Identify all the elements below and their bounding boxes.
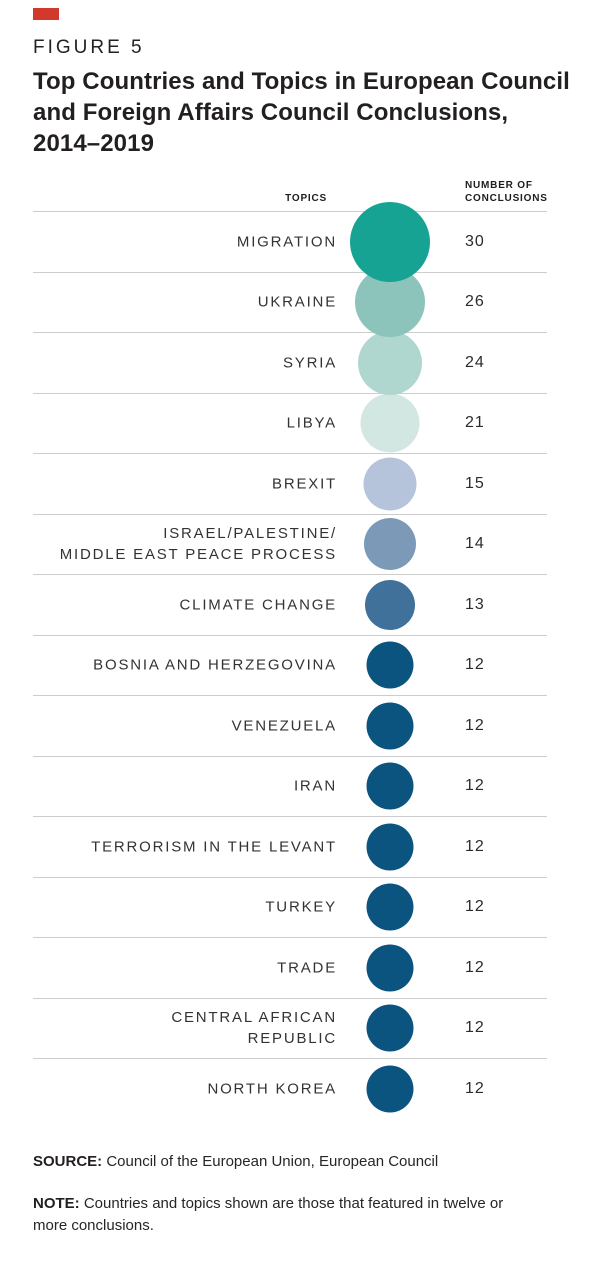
conclusions-count: 15 (465, 474, 485, 492)
table-row: CENTRAL AFRICAN REPUBLIC 12 (33, 997, 547, 1059)
topic-label: ISRAEL/PALESTINE/MIDDLE EAST PEACE PROCE… (59, 525, 337, 564)
topic-label: SYRIA (282, 354, 337, 372)
topic-label: TURKEY (265, 898, 337, 916)
figure-title-line-1: Top Countries and Topics in European Cou… (33, 68, 570, 95)
column-header-topics: TOPICS (285, 193, 327, 204)
source-text: Council of the European Union, European … (102, 1152, 439, 1170)
table-row: SYRIA 24 (33, 330, 547, 395)
table-row: ISRAEL/PALESTINE/MIDDLE EAST PEACE PROCE… (33, 513, 547, 575)
value-bubble (365, 579, 415, 630)
topic-label: IRAN (293, 777, 337, 795)
conclusions-count: 12 (465, 716, 485, 734)
conclusions-count: 21 (465, 414, 485, 432)
figure-label: FIGURE 5 (33, 37, 145, 58)
topic-label: CLIMATE CHANGE (179, 596, 337, 614)
column-header-number-of-conclusions: NUMBER OF CONCLUSIONS (465, 180, 548, 204)
value-bubble (366, 944, 414, 992)
table-row: BREXIT 15 (33, 453, 547, 514)
source-label: SOURCE: (33, 1152, 103, 1170)
table-row: TERRORISM IN THE LEVANT 12 (33, 816, 547, 877)
conclusions-count: 12 (465, 837, 485, 855)
value-bubble (364, 518, 416, 571)
conclusions-count: 12 (465, 1019, 485, 1037)
value-bubble (366, 762, 414, 810)
topic-label: TERRORISM IN THE LEVANT (91, 838, 337, 856)
figure-title: Top Countries and Topics in European Cou… (33, 66, 600, 159)
topic-label: CENTRAL AFRICAN REPUBLIC (171, 1009, 337, 1048)
topic-label: TRADE (277, 959, 337, 977)
table-row: IRAN 12 (33, 755, 547, 817)
figure-accent-bar (33, 8, 59, 20)
topic-label: NORTH KOREA (207, 1080, 337, 1098)
conclusions-count: 12 (465, 1079, 485, 1097)
value-bubble (366, 1004, 414, 1052)
figure-title-line-3: 2014–2019 (33, 130, 155, 157)
value-bubble (360, 393, 420, 453)
value-bubble (358, 330, 422, 395)
table-row: NORTH KOREA 12 (33, 1058, 547, 1119)
topic-label: MIGRATION (236, 233, 337, 251)
source-note: SOURCE: Council of the European Union, E… (33, 1153, 553, 1170)
value-bubble (366, 823, 414, 871)
topic-label: BREXIT (272, 475, 337, 493)
conclusions-count: 12 (465, 656, 485, 674)
conclusions-count: 12 (465, 777, 485, 795)
table-row: CLIMATE CHANGE 13 (33, 574, 547, 635)
value-bubble (363, 457, 417, 511)
conclusions-count: 12 (465, 958, 485, 976)
table-row: VENEZUELA 12 (33, 695, 547, 756)
conclusions-count: 26 (465, 293, 485, 311)
table-row: LIBYA 21 (33, 392, 547, 454)
value-bubble (366, 641, 414, 689)
value-bubble (366, 702, 414, 750)
conclusions-count: 30 (465, 232, 485, 250)
note-text-block: NOTE: Countries and topics shown are tho… (33, 1193, 538, 1237)
bubble-table-body: MIGRATION 30 UKRAINE 26 SYRIA 24 LIBYA 2… (33, 201, 547, 1119)
note-label: NOTE: (33, 1194, 80, 1212)
table-row: TURKEY 12 (33, 876, 547, 938)
conclusions-count: 13 (465, 595, 485, 613)
value-bubble (366, 1065, 414, 1113)
value-bubble (350, 201, 430, 282)
topic-label: UKRAINE (257, 293, 337, 311)
table-row: BOSNIA AND HERZEGOVINA 12 (33, 634, 547, 696)
topic-label: LIBYA (286, 414, 337, 432)
value-bubble (366, 883, 414, 931)
figure-footer: SOURCE: Council of the European Union, E… (33, 1153, 553, 1237)
figure-title-line-2: and Foreign Affairs Council Conclusions, (33, 99, 509, 126)
table-row: UKRAINE 26 (33, 267, 547, 338)
table-row: MIGRATION 30 (33, 201, 547, 282)
bubble-table: TOPICS NUMBER OF CONCLUSIONS MIGRATION 3… (33, 159, 547, 1119)
topic-label: VENEZUELA (231, 717, 337, 735)
conclusions-count: 14 (465, 535, 485, 553)
conclusions-count: 12 (465, 898, 485, 916)
table-row: TRADE 12 (33, 937, 547, 998)
note-text: Countries and topics shown are those tha… (33, 1194, 504, 1234)
column-headers: TOPICS NUMBER OF CONCLUSIONS (33, 159, 547, 211)
conclusions-count: 24 (465, 353, 485, 371)
topic-label: BOSNIA AND HERZEGOVINA (93, 656, 337, 674)
